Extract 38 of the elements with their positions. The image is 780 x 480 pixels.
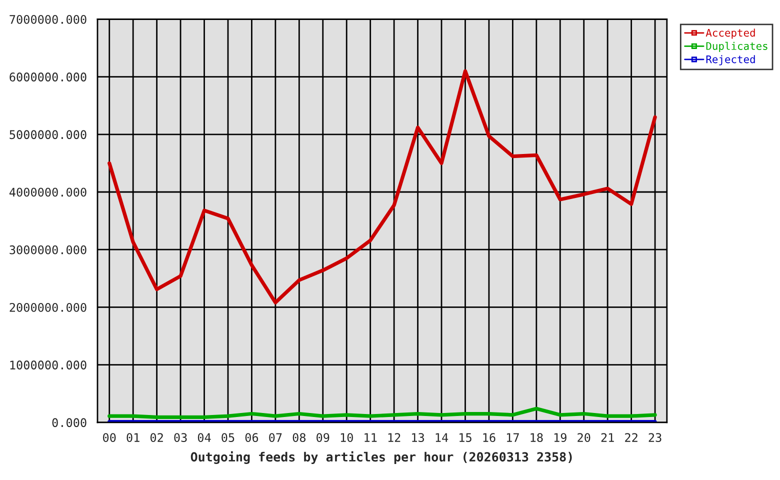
x-tick-label: 20 bbox=[578, 433, 590, 442]
x-tick-label: 04 bbox=[198, 433, 211, 442]
x-tick-label: 09 bbox=[316, 433, 330, 442]
x-tick-label: 06 bbox=[245, 433, 258, 442]
y-tick-label: 4000000.000 bbox=[9, 188, 86, 197]
x-tick-label: 00 bbox=[103, 433, 116, 442]
x-tick-label: 01 bbox=[126, 433, 140, 442]
x-tick-label: 10 bbox=[340, 433, 353, 442]
x-tick-label: 07 bbox=[269, 433, 282, 442]
x-tick-label: 23 bbox=[648, 433, 662, 442]
y-tick-label: 7000000.000 bbox=[10, 14, 86, 24]
line-series bbox=[108, 406, 657, 420]
x-axis-title: Outgoing feeds by articles per hour (20260313 2358) bbox=[190, 451, 572, 464]
x-tick-label: 08 bbox=[292, 433, 306, 442]
y-tick-label: 2000000.000 bbox=[10, 302, 86, 312]
x-tick-label: 15 bbox=[460, 433, 472, 442]
x-tick-label: 05 bbox=[222, 433, 234, 442]
y-tick-label: 3000000.000 bbox=[10, 245, 86, 254]
x-tick-label: 14 bbox=[436, 433, 448, 442]
x-tick-label: 21 bbox=[601, 433, 614, 442]
x-tick-label: 18 bbox=[530, 433, 543, 442]
x-tick-label: 13 bbox=[412, 433, 424, 442]
y-tick-label: 0.000 bbox=[52, 418, 86, 428]
legend-label: Rejected bbox=[706, 55, 755, 66]
x-tick-label: 17 bbox=[507, 433, 519, 442]
x-tick-label: 19 bbox=[554, 433, 566, 442]
x-tick-label: 22 bbox=[625, 433, 638, 442]
x-tick-label: 11 bbox=[364, 433, 377, 442]
y-tick-label: 5000000.000 bbox=[10, 130, 86, 140]
x-tick-label: 12 bbox=[388, 433, 400, 442]
x-tick-label: 02 bbox=[150, 433, 163, 442]
legend-label: Duplicates bbox=[706, 42, 768, 52]
x-tick-label: 03 bbox=[174, 433, 187, 442]
x-tick-label: 16 bbox=[483, 433, 496, 442]
y-tick-label: 6000000.000 bbox=[10, 72, 86, 82]
y-tick-label: 1000000.000 bbox=[10, 360, 86, 370]
legend-label: Accepted bbox=[706, 28, 755, 39]
line-series bbox=[108, 69, 657, 304]
